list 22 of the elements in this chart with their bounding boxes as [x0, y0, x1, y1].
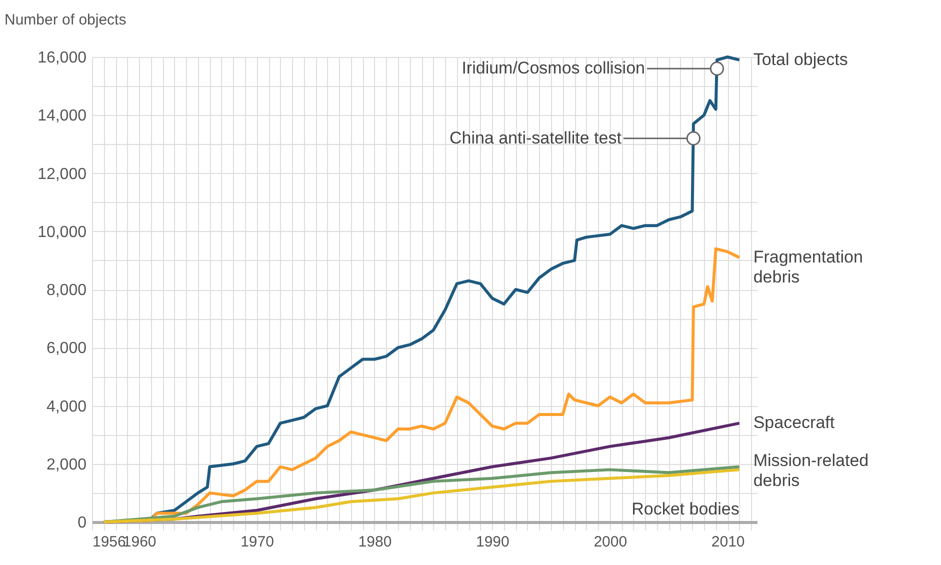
annotation: Iridium/Cosmos collision — [462, 58, 645, 78]
series-label: Fragmentation debris — [753, 248, 863, 287]
y-tick-label: 14,000 — [38, 108, 87, 125]
annotation: China anti-satellite test — [449, 128, 622, 148]
series-label: Spacecraft — [753, 413, 835, 432]
y-tick-label: 8,000 — [46, 282, 87, 299]
x-tick-label: 1980 — [358, 534, 392, 550]
x-tick-label: 2010 — [711, 534, 745, 550]
y-tick-label: 0 — [78, 514, 87, 532]
x-tick-label: 1990 — [476, 534, 510, 550]
series-label: Mission-related debris — [753, 450, 869, 490]
y-tick-label: 12,000 — [38, 166, 87, 183]
series-label: Total objects — [753, 50, 848, 69]
y-tick-label: 10,000 — [38, 224, 87, 241]
y-axis-title: Number of objects — [4, 12, 126, 28]
x-tick-label: 1970 — [240, 534, 274, 550]
y-tick-label: 4,000 — [46, 398, 87, 416]
y-tick-label: 16,000 — [38, 50, 87, 66]
series-label: Rocket bodies — [632, 500, 740, 519]
y-tick-label: 2,000 — [46, 456, 87, 474]
y-tick-label: 6,000 — [46, 340, 87, 358]
x-tick-label: 2000 — [594, 534, 628, 550]
